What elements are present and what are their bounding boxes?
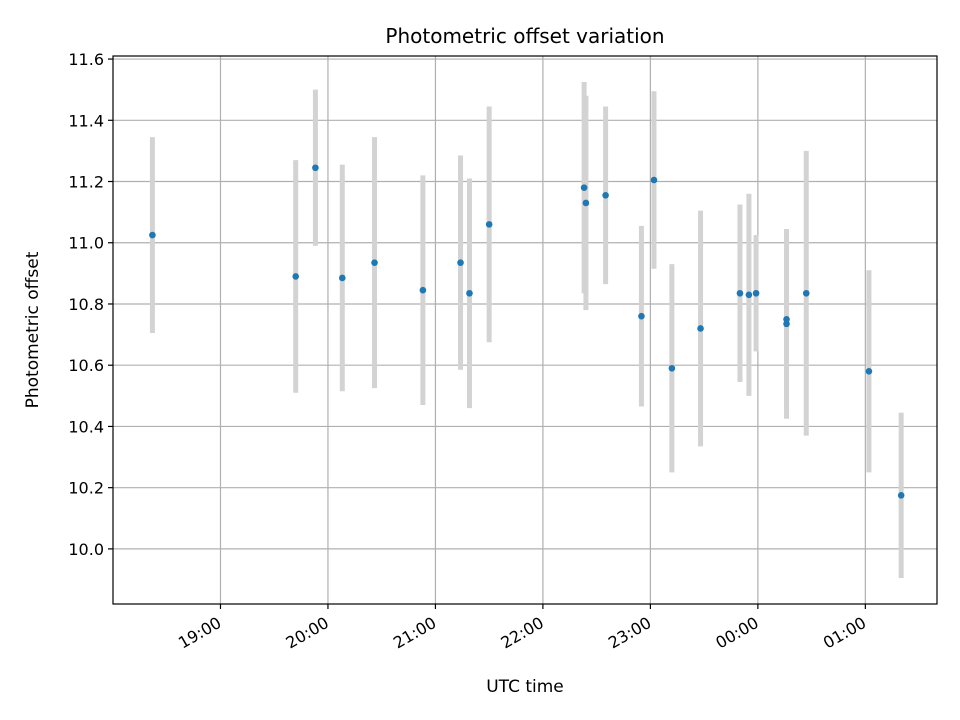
y-tick-label: 11.2 xyxy=(68,173,104,192)
y-tick-label: 11.4 xyxy=(68,111,104,130)
data-point xyxy=(752,289,760,297)
data-point xyxy=(697,325,704,332)
data-point xyxy=(897,492,905,499)
data-points xyxy=(149,164,905,499)
data-point xyxy=(650,176,658,184)
y-tick-label: 10.2 xyxy=(68,479,104,498)
data-point xyxy=(419,286,427,294)
data-point xyxy=(312,164,319,172)
plot-frame xyxy=(112,55,938,605)
data-point xyxy=(582,199,590,207)
y-tick-label: 10.0 xyxy=(68,540,104,559)
data-point xyxy=(668,364,676,372)
data-point xyxy=(338,274,346,282)
data-point xyxy=(580,184,588,191)
data-point xyxy=(371,259,378,266)
data-point xyxy=(602,191,609,199)
data-point xyxy=(783,315,790,323)
x-axis-title: UTC time xyxy=(486,677,564,697)
data-point xyxy=(745,291,753,299)
data-point xyxy=(783,320,790,328)
data-point xyxy=(736,289,744,297)
data-point xyxy=(457,259,464,266)
y-tick-label: 11.6 xyxy=(68,50,104,69)
y-tick-label: 10.6 xyxy=(68,356,104,375)
data-point xyxy=(292,273,300,280)
data-point xyxy=(149,231,156,239)
chart-title: Photometric offset variation xyxy=(385,24,664,48)
data-point xyxy=(466,289,473,297)
y-axis-title: Photometric offset xyxy=(23,251,43,408)
y-tick-label: 10.4 xyxy=(68,417,104,436)
y-tick-label: 10.8 xyxy=(68,295,104,314)
data-point xyxy=(485,221,493,228)
y-tick-label: 11.0 xyxy=(68,234,104,253)
data-point xyxy=(638,312,645,320)
data-point xyxy=(802,289,810,297)
data-point xyxy=(865,368,873,375)
